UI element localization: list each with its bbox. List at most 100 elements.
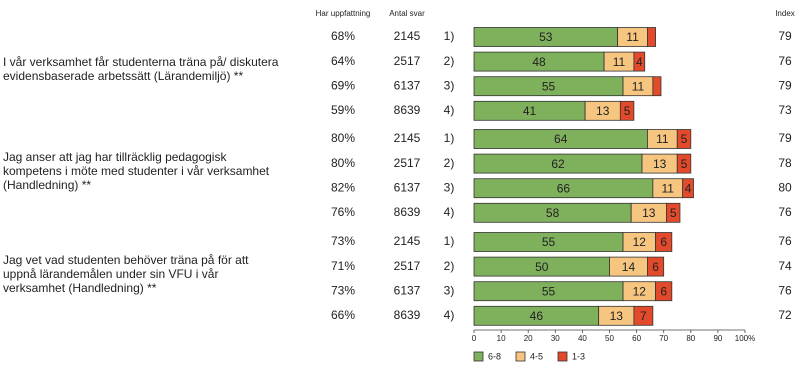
bar-segment xyxy=(633,305,654,326)
segment-label: 5 xyxy=(624,104,631,118)
x-tick-label: 50 xyxy=(605,334,614,343)
x-tick-label: 60 xyxy=(632,334,641,343)
x-tick-label: 20 xyxy=(524,334,533,343)
legend-swatch xyxy=(515,351,526,362)
segment-label: 11 xyxy=(656,132,669,146)
segment-label: 66 xyxy=(557,181,571,195)
index-cell: 76 xyxy=(778,54,792,68)
bar-segment xyxy=(647,27,656,47)
segment-label: 48 xyxy=(532,55,546,69)
answers-cell: 2145 xyxy=(394,29,421,43)
question-text: kompetens i möte med studenter i vår ver… xyxy=(3,164,270,178)
legend-label: 4-5 xyxy=(530,351,543,361)
index-cell: 80 xyxy=(778,180,792,194)
bar-segment xyxy=(655,232,673,252)
segment-label: 64 xyxy=(554,132,568,146)
segment-label: 12 xyxy=(633,235,647,249)
question-text: (Handledning) ** xyxy=(3,178,91,192)
answers-cell: 2517 xyxy=(394,259,421,273)
bar-segment xyxy=(633,51,646,72)
question-text: Jag anser att jag har tillräcklig pedago… xyxy=(3,150,227,164)
segment-label: 12 xyxy=(633,284,647,298)
legend-swatch xyxy=(473,351,484,362)
answers-cell: 2517 xyxy=(394,54,421,68)
segment-label: 6 xyxy=(660,284,667,298)
segment-label: 4 xyxy=(636,55,643,69)
question-text: evidensbaserade arbetssätt (Lärandemiljö… xyxy=(3,69,243,83)
row-label: 3) xyxy=(444,180,455,194)
answers-cell: 8639 xyxy=(394,205,421,219)
answers-cell: 2517 xyxy=(394,156,421,170)
index-cell: 76 xyxy=(778,234,792,248)
answers-cell: 6137 xyxy=(394,283,421,297)
segment-label: 14 xyxy=(622,260,636,274)
bar-segment xyxy=(652,76,662,97)
index-cell: 78 xyxy=(778,156,792,170)
index-cell: 76 xyxy=(778,205,792,219)
segment-label: 13 xyxy=(642,206,656,220)
segment-label: 11 xyxy=(632,79,645,93)
segment-label: 13 xyxy=(610,309,624,323)
legend-swatch xyxy=(557,351,568,362)
bar-segment xyxy=(647,256,665,277)
x-tick-label: 100% xyxy=(735,334,755,343)
x-tick-label: 40 xyxy=(578,334,587,343)
share-cell: 76% xyxy=(331,205,355,219)
share-cell: 69% xyxy=(331,78,355,92)
segment-label: 62 xyxy=(551,157,565,171)
answers-cell: 8639 xyxy=(394,308,421,322)
column-header: Har uppfattning xyxy=(316,9,371,18)
row-label: 2) xyxy=(444,54,455,68)
x-tick-label: 70 xyxy=(659,334,668,343)
row-label: 3) xyxy=(444,283,455,297)
column-header: Index xyxy=(775,9,795,18)
segment-label: 5 xyxy=(681,157,688,171)
segment-label: 55 xyxy=(542,235,556,249)
answers-cell: 2145 xyxy=(394,234,421,248)
bar-segment xyxy=(619,100,635,121)
share-cell: 80% xyxy=(331,156,355,170)
question-text: verksamhet (Handledning) ** xyxy=(3,281,157,295)
x-tick-label: 0 xyxy=(472,334,477,343)
segment-label: 50 xyxy=(535,260,549,274)
row-label: 1) xyxy=(444,131,455,145)
share-cell: 82% xyxy=(331,180,355,194)
segment-label: 46 xyxy=(530,309,544,323)
legend-label: 1-3 xyxy=(572,351,585,361)
x-tick-label: 80 xyxy=(686,334,695,343)
x-tick-label: 10 xyxy=(497,334,506,343)
row-label: 1) xyxy=(444,29,455,43)
bar-segment xyxy=(676,153,692,174)
question-text: Jag vet vad studenten behöver träna på f… xyxy=(3,253,249,267)
segment-label: 53 xyxy=(539,30,553,44)
legend-label: 6-8 xyxy=(488,351,501,361)
index-cell: 79 xyxy=(778,78,792,92)
question-text: I vår verksamhet får studenterna träna p… xyxy=(3,55,279,69)
segment-label: 11 xyxy=(613,55,626,69)
segment-label: 55 xyxy=(542,79,556,93)
segment-label: 6 xyxy=(652,260,659,274)
row-label: 2) xyxy=(444,156,455,170)
answers-cell: 6137 xyxy=(394,180,421,194)
index-cell: 72 xyxy=(778,308,792,322)
share-cell: 64% xyxy=(331,54,355,68)
bar-segment xyxy=(666,202,681,223)
index-cell: 79 xyxy=(778,29,792,43)
segment-label: 4 xyxy=(685,181,692,195)
row-label: 2) xyxy=(444,259,455,273)
answers-cell: 8639 xyxy=(394,103,421,117)
index-cell: 73 xyxy=(778,103,792,117)
share-cell: 66% xyxy=(331,308,355,322)
share-cell: 80% xyxy=(331,131,355,145)
bar-segment xyxy=(676,129,692,149)
segment-label: 7 xyxy=(640,309,647,323)
row-label: 3) xyxy=(444,78,455,92)
share-cell: 68% xyxy=(331,29,355,43)
share-cell: 71% xyxy=(331,259,355,273)
segment-label: 13 xyxy=(653,157,667,171)
segment-label: 11 xyxy=(626,30,639,44)
question-text: uppnå lärandemålen under sin VFU i vår xyxy=(3,267,218,281)
answers-cell: 2145 xyxy=(394,131,421,145)
row-label: 4) xyxy=(444,308,455,322)
segment-label: 41 xyxy=(523,104,537,118)
